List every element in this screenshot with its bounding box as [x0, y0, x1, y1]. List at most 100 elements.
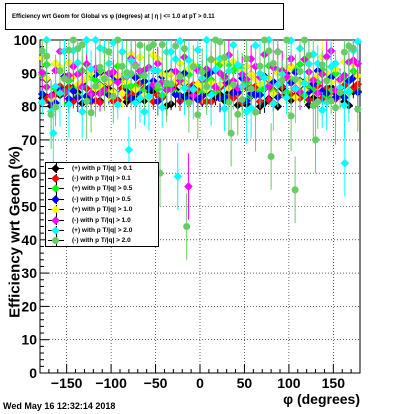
data-point [220, 104, 229, 114]
legend-entry: (+) with p T/|q| > 1.0 [46, 204, 158, 215]
data-point [64, 100, 74, 109]
data-point [256, 62, 264, 70]
data-point [124, 145, 134, 155]
data-point [83, 97, 91, 105]
data-point [300, 78, 309, 88]
data-point [175, 36, 185, 46]
data-point [114, 36, 122, 44]
x-tick-label: 150 [322, 375, 346, 391]
data-point [87, 109, 95, 117]
data-point [267, 153, 275, 161]
data-point [227, 129, 235, 137]
data-point [183, 222, 191, 230]
legend-entry: (+) with p T/|q| > 0.5 [46, 183, 158, 194]
data-point [144, 92, 154, 101]
data-point [154, 81, 162, 89]
data-point [140, 72, 148, 80]
data-point [37, 97, 47, 107]
data-point [65, 46, 73, 54]
data-point [278, 76, 286, 84]
data-point [127, 70, 135, 78]
data-point [292, 75, 300, 83]
data-point [353, 37, 363, 46]
legend-marker-icon [46, 235, 66, 246]
y-tick-label: 40 [21, 232, 37, 248]
data-point [340, 48, 348, 56]
data-point [274, 48, 282, 56]
data-point [312, 136, 320, 144]
legend-marker-icon [46, 225, 66, 236]
y-tick-label: 20 [21, 298, 37, 314]
data-point [252, 108, 260, 116]
x-axis-label: φ (degrees) [283, 391, 360, 407]
timestamp: Wed May 16 12:32:14 2018 [3, 401, 116, 411]
data-point [314, 98, 322, 106]
legend-label: (+) with p T/|q| > 2.0 [72, 227, 133, 235]
legend-label: (+) with p T/|q| > 0.5 [72, 185, 133, 193]
data-point [340, 100, 349, 110]
data-point [331, 59, 340, 68]
data-point [220, 53, 228, 61]
data-point [336, 88, 344, 96]
legend-entry: (-) with p T/|q| > 0.5 [46, 194, 158, 205]
data-point [202, 35, 212, 45]
x-tick-label: 100 [277, 375, 301, 391]
x-tick-label: 0 [196, 375, 204, 391]
data-point [189, 63, 197, 71]
data-point [149, 41, 157, 49]
y-tick-label: 90 [21, 65, 37, 81]
data-point [318, 61, 326, 69]
data-point [184, 182, 193, 191]
x-tick-label: −50 [144, 375, 168, 391]
data-point [207, 56, 215, 64]
x-tick-label: −100 [95, 375, 127, 391]
data-point [332, 104, 340, 112]
data-point [193, 45, 203, 55]
chart-title-box: Efficiency wrt Geom for Global vs φ (deg… [5, 3, 284, 30]
y-tick-label: 30 [21, 265, 37, 281]
data-point [193, 79, 203, 89]
data-point [305, 51, 313, 59]
data-point [172, 42, 180, 50]
data-point [173, 172, 183, 181]
x-tick-label: 50 [237, 375, 253, 391]
data-point [118, 62, 126, 70]
data-point [69, 36, 77, 44]
data-point [109, 92, 117, 100]
legend-label: (+) with p T/|q| > 1.0 [72, 206, 133, 214]
y-tick-label: 0 [29, 365, 37, 381]
y-tick-label: 60 [21, 165, 37, 181]
data-point [184, 55, 194, 65]
data-point [340, 158, 350, 168]
data-point [132, 62, 140, 70]
data-point [354, 105, 362, 113]
y-tick-label: 80 [21, 99, 37, 115]
data-point [48, 128, 58, 138]
data-point [327, 97, 335, 105]
data-point [96, 63, 104, 71]
data-point [157, 103, 167, 112]
data-point [300, 36, 308, 44]
legend-marker-icon [46, 204, 66, 215]
y-tick-label: 10 [21, 332, 37, 348]
legend-marker-icon [46, 173, 66, 184]
data-point [269, 60, 277, 68]
data-point [260, 73, 269, 83]
data-point [260, 36, 268, 44]
data-point [265, 47, 273, 55]
legend-marker-icon [46, 215, 66, 226]
data-point [323, 77, 331, 85]
y-tick-label: 100 [14, 32, 38, 48]
legend-marker-icon [46, 183, 66, 194]
legend-label: (+) with p T/|q| > 0.1 [72, 164, 133, 172]
data-point [166, 47, 176, 57]
data-point [268, 99, 278, 108]
data-point [131, 98, 140, 108]
data-point [38, 47, 46, 55]
data-point [68, 86, 78, 96]
legend-label: (-) with p T/|q| > 0.5 [72, 195, 131, 203]
data-point [228, 40, 238, 50]
data-point [113, 100, 123, 109]
data-point [286, 62, 296, 71]
